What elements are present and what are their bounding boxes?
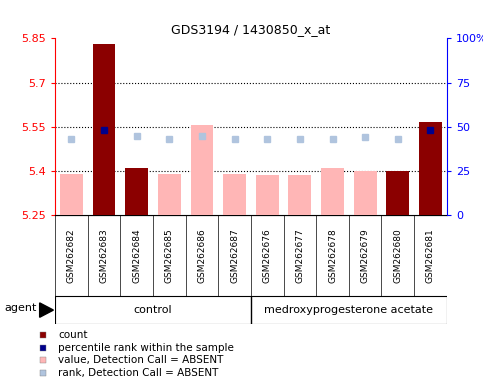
Text: GSM262686: GSM262686 <box>198 228 206 283</box>
Polygon shape <box>40 303 54 317</box>
Text: agent: agent <box>4 303 37 313</box>
Bar <box>386 171 409 215</box>
Text: GSM262683: GSM262683 <box>99 228 109 283</box>
Text: count: count <box>58 330 87 340</box>
Text: GSM262681: GSM262681 <box>426 228 435 283</box>
Text: GSM262684: GSM262684 <box>132 228 141 283</box>
Text: GSM262682: GSM262682 <box>67 228 76 283</box>
Text: GSM262678: GSM262678 <box>328 228 337 283</box>
Text: value, Detection Call = ABSENT: value, Detection Call = ABSENT <box>58 355 223 365</box>
Text: GSM262685: GSM262685 <box>165 228 174 283</box>
Text: rank, Detection Call = ABSENT: rank, Detection Call = ABSENT <box>58 368 218 378</box>
Text: GSM262680: GSM262680 <box>393 228 402 283</box>
Text: GSM262679: GSM262679 <box>361 228 369 283</box>
Bar <box>321 168 344 215</box>
Bar <box>256 175 279 215</box>
Bar <box>125 168 148 215</box>
Text: GSM262677: GSM262677 <box>296 228 304 283</box>
Bar <box>354 171 377 215</box>
Text: medroxyprogesterone acetate: medroxyprogesterone acetate <box>264 305 433 315</box>
Title: GDS3194 / 1430850_x_at: GDS3194 / 1430850_x_at <box>171 23 330 36</box>
Bar <box>223 174 246 215</box>
Bar <box>190 125 213 215</box>
Text: percentile rank within the sample: percentile rank within the sample <box>58 343 234 353</box>
Bar <box>288 175 312 215</box>
Bar <box>158 174 181 215</box>
Bar <box>93 44 115 215</box>
Text: GSM262687: GSM262687 <box>230 228 239 283</box>
Text: GSM262676: GSM262676 <box>263 228 272 283</box>
Bar <box>419 122 442 215</box>
Text: control: control <box>134 305 172 315</box>
Bar <box>60 174 83 215</box>
